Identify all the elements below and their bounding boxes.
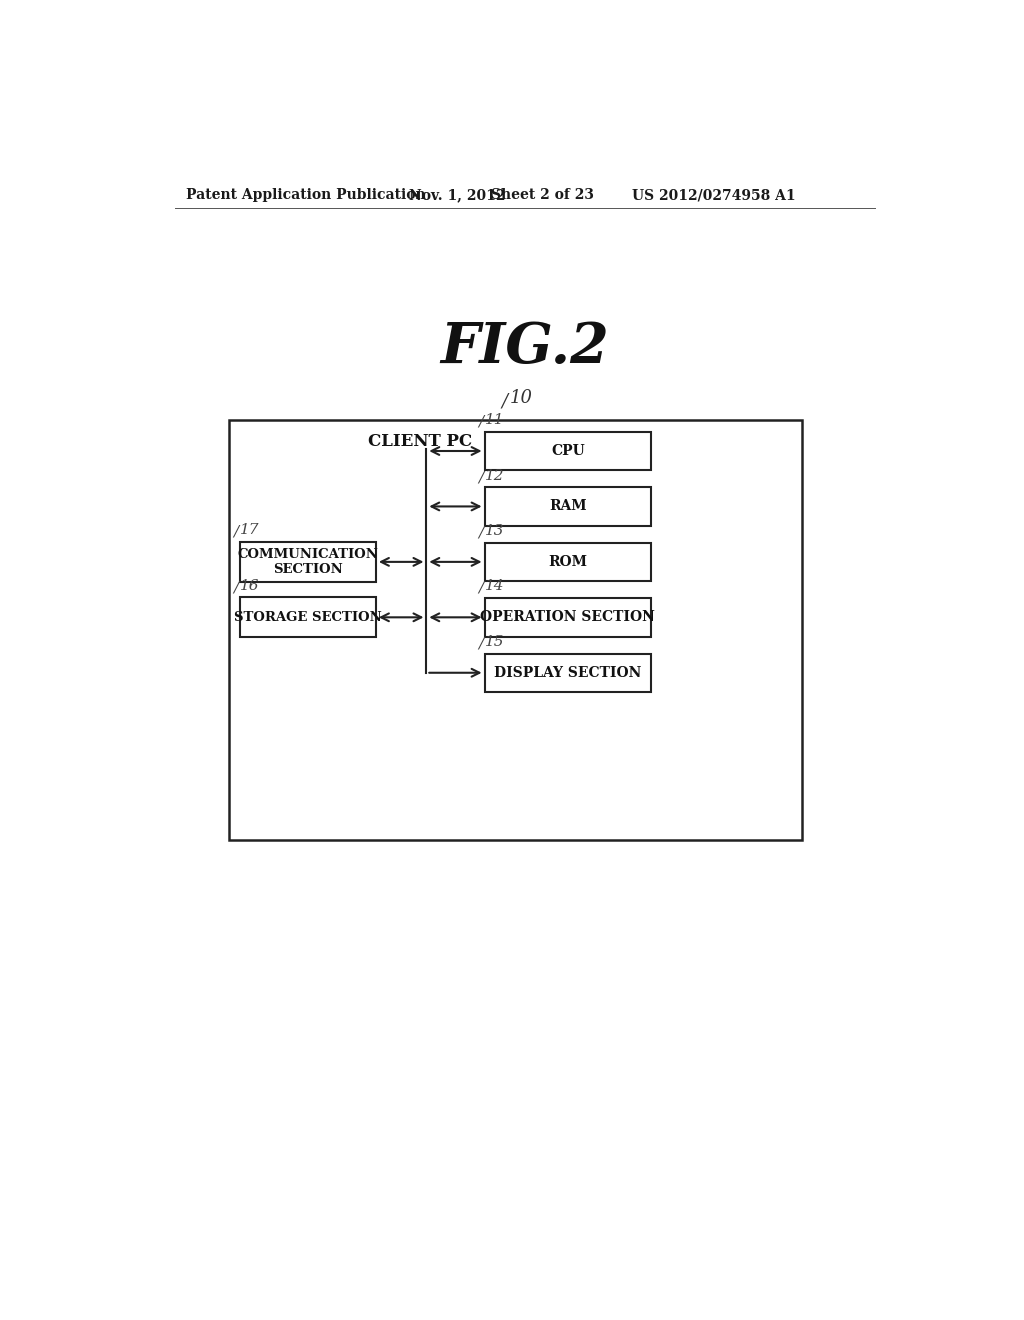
Text: /: / (233, 581, 239, 594)
Text: US 2012/0274958 A1: US 2012/0274958 A1 (632, 189, 796, 202)
Text: COMMUNICATION
SECTION: COMMUNICATION SECTION (238, 548, 379, 576)
Bar (484, 598, 651, 636)
Text: 14: 14 (484, 579, 504, 594)
Text: 12: 12 (484, 469, 504, 483)
Text: /: / (478, 414, 483, 429)
Text: /: / (478, 636, 483, 651)
Bar (484, 487, 651, 525)
Text: 11: 11 (484, 413, 504, 428)
Text: OPERATION SECTION: OPERATION SECTION (480, 610, 655, 624)
Text: CLIENT PC: CLIENT PC (369, 433, 472, 450)
Text: Nov. 1, 2012: Nov. 1, 2012 (410, 189, 506, 202)
Text: DISPLAY SECTION: DISPLAY SECTION (495, 665, 641, 680)
Text: ROM: ROM (548, 554, 588, 569)
Text: STORAGE SECTION: STORAGE SECTION (234, 611, 382, 624)
Text: Sheet 2 of 23: Sheet 2 of 23 (490, 189, 594, 202)
Bar (484, 653, 651, 692)
Text: /: / (478, 581, 483, 595)
Text: 15: 15 (484, 635, 504, 649)
Text: /: / (502, 392, 508, 411)
Text: /: / (478, 525, 483, 540)
Text: 13: 13 (484, 524, 504, 539)
Text: 17: 17 (241, 523, 260, 537)
Bar (484, 543, 651, 581)
Text: 16: 16 (241, 578, 260, 593)
Text: 10: 10 (509, 389, 532, 407)
Text: FIG.2: FIG.2 (440, 319, 609, 375)
Text: CPU: CPU (551, 444, 585, 458)
Text: Patent Application Publication: Patent Application Publication (186, 189, 426, 202)
Bar (484, 432, 651, 470)
Text: /: / (233, 525, 239, 539)
Text: /: / (478, 470, 483, 484)
Bar (241, 543, 376, 582)
Bar (241, 598, 376, 638)
Bar (228, 420, 802, 840)
Text: RAM: RAM (549, 499, 587, 513)
